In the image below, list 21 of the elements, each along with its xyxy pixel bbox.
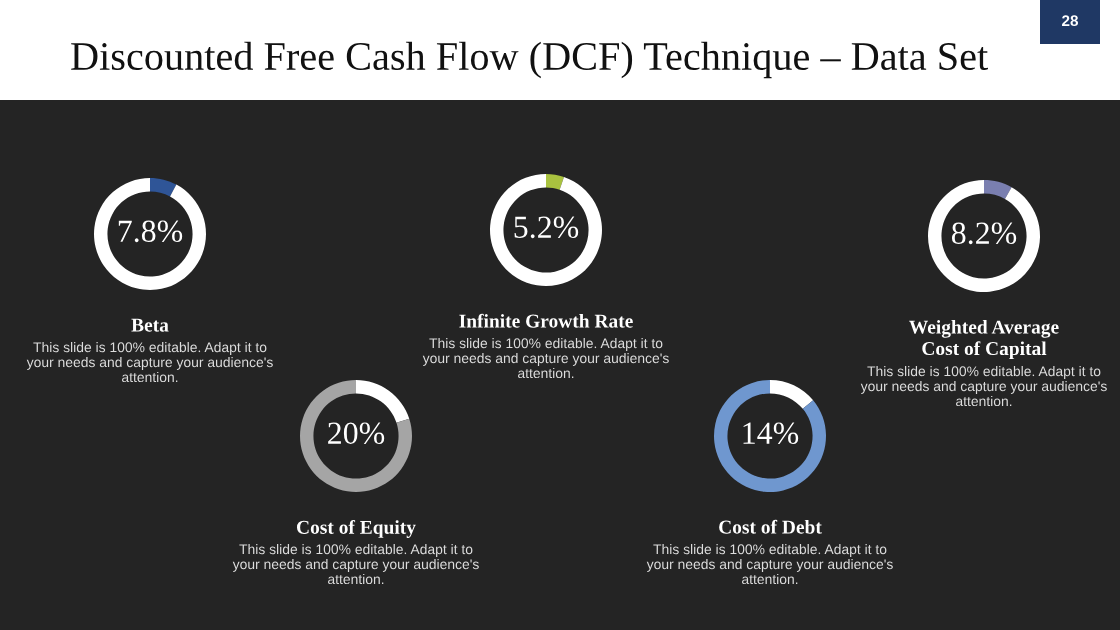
donut-slice xyxy=(714,380,826,492)
donut-slice xyxy=(356,380,410,423)
donut-slice xyxy=(150,178,177,197)
donut-slice xyxy=(490,174,602,286)
text: Weighted Average Cost of Capital xyxy=(909,320,1059,360)
data-label: 20% xyxy=(328,422,385,445)
text: Cost of Equity xyxy=(296,520,416,538)
text: Beta xyxy=(131,318,169,332)
donut-slice xyxy=(300,380,412,492)
data-label: 14% xyxy=(743,422,799,445)
donut-slice xyxy=(94,178,206,290)
text: Discounted Free Cash Flow (DCF) Technique – Data Set xyxy=(71,41,988,79)
text: Infinite Growth Rate xyxy=(459,313,633,328)
donut-slice xyxy=(928,180,1040,292)
text: Cost of Debt xyxy=(719,519,822,534)
donut-slice xyxy=(770,380,814,409)
data-label: 5.2% xyxy=(514,216,579,239)
donut-slice xyxy=(546,174,564,190)
data-label: 7.8% xyxy=(118,220,183,243)
data-label: 8.2% xyxy=(951,222,1017,245)
donut-slice xyxy=(984,180,1012,199)
